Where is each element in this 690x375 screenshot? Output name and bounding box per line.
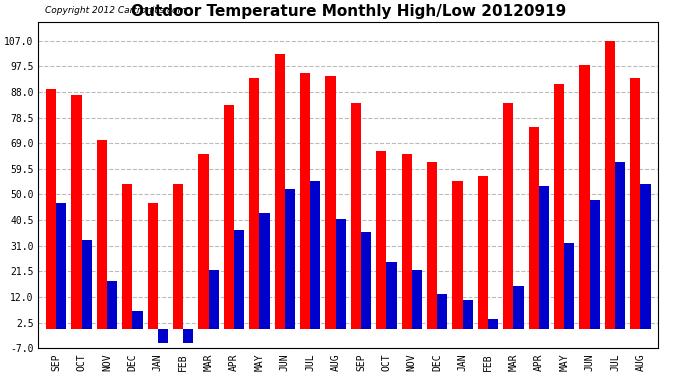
Bar [580, 65, 590, 330]
Bar [402, 154, 412, 330]
Bar [300, 73, 310, 330]
Bar [132, 310, 143, 330]
Title: Outdoor Temperature Monthly High/Low 20120919: Outdoor Temperature Monthly High/Low 201… [130, 4, 566, 19]
Bar [640, 184, 651, 330]
Bar [335, 219, 346, 330]
Bar [81, 240, 92, 330]
Bar [72, 94, 81, 330]
Bar [478, 176, 488, 330]
Bar [462, 300, 473, 330]
Bar [234, 230, 244, 330]
Bar [605, 40, 615, 330]
Bar [184, 330, 193, 343]
Bar [56, 202, 66, 330]
Bar [376, 151, 386, 330]
Bar [351, 103, 361, 330]
Bar [259, 213, 270, 330]
Bar [249, 78, 259, 330]
Bar [513, 286, 524, 330]
Bar [361, 232, 371, 330]
Bar [488, 319, 498, 330]
Text: Copyright 2012 Cartronics.com: Copyright 2012 Cartronics.com [45, 6, 186, 15]
Bar [326, 76, 335, 330]
Bar [224, 105, 234, 330]
Bar [564, 243, 574, 330]
Bar [275, 54, 285, 330]
Bar [173, 184, 184, 330]
Bar [412, 270, 422, 330]
Bar [503, 103, 513, 330]
Bar [529, 127, 539, 330]
Bar [208, 270, 219, 330]
Bar [107, 281, 117, 330]
Bar [199, 154, 208, 330]
Bar [453, 181, 462, 330]
Bar [539, 186, 549, 330]
Bar [386, 262, 397, 330]
Bar [437, 294, 447, 330]
Bar [46, 89, 56, 330]
Bar [590, 200, 600, 330]
Bar [630, 78, 640, 330]
Bar [427, 162, 437, 330]
Bar [285, 189, 295, 330]
Bar [97, 141, 107, 330]
Bar [158, 330, 168, 343]
Bar [122, 184, 132, 330]
Bar [310, 181, 320, 330]
Bar [148, 202, 158, 330]
Bar [554, 84, 564, 330]
Bar [615, 162, 625, 330]
